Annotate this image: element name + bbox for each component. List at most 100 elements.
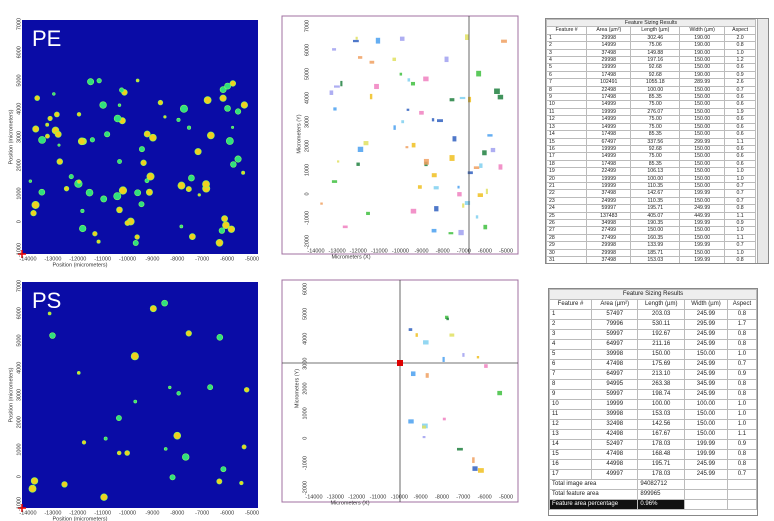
feature-blob xyxy=(408,419,414,424)
cell: 16 xyxy=(546,144,588,154)
particle xyxy=(189,233,196,240)
cell: 7 xyxy=(549,369,593,380)
particle xyxy=(54,111,60,118)
feature-blob xyxy=(333,107,337,111)
cell: 150.00 xyxy=(679,56,726,65)
particle xyxy=(138,146,145,153)
cell: 199.99 xyxy=(684,449,728,460)
feature-blob xyxy=(423,76,429,82)
x-tick-label: -13000 xyxy=(327,494,344,500)
y-tick-label: 4000 xyxy=(16,103,22,115)
total-value: 899965 xyxy=(637,489,686,500)
particle xyxy=(224,105,231,112)
y-tick-label: 4000 xyxy=(16,362,22,374)
cell: 19999 xyxy=(586,174,632,183)
y-tick-label: -2000 xyxy=(304,235,310,249)
cell: 137483 xyxy=(586,211,632,220)
cell: 192.67 xyxy=(637,329,686,340)
particle xyxy=(134,189,142,197)
feature-blob xyxy=(337,160,340,163)
cell: 100.00 xyxy=(684,399,728,410)
y-tick-label: 1000 xyxy=(302,407,308,419)
cell: 150.00 xyxy=(679,181,726,191)
column-header: Feature # xyxy=(549,299,593,310)
cell: 75.06 xyxy=(630,41,681,50)
table-row: 15 47498 168.48 199.99 0.8 xyxy=(549,449,757,460)
x-axis-label: Position (micrometers) xyxy=(52,262,107,268)
cell: 1.0 xyxy=(724,48,756,58)
cell: 92.68 xyxy=(630,70,681,80)
cell: 37498 xyxy=(586,255,632,263)
particle xyxy=(185,186,192,193)
cell: 64997 xyxy=(591,369,639,380)
x-tick-label: -11000 xyxy=(370,494,387,500)
feature-blob xyxy=(357,146,364,152)
cell: 2.0 xyxy=(724,33,756,43)
feature-blob xyxy=(369,60,375,64)
feature-blob xyxy=(423,340,429,345)
particle xyxy=(57,143,61,147)
x-tick-label: -7000 xyxy=(456,494,470,500)
cell: 16 xyxy=(549,459,593,470)
cell: 150.00 xyxy=(679,248,726,258)
x-tick-label: -11000 xyxy=(94,510,111,516)
cell: 75.00 xyxy=(630,115,681,124)
particle xyxy=(144,178,150,184)
y-tick-label: 4000 xyxy=(304,92,310,104)
cell: 6 xyxy=(549,359,593,370)
cell: 150.00 xyxy=(679,93,726,102)
cell: 199.99 xyxy=(679,255,726,263)
cell: 150.00 xyxy=(679,107,726,117)
cell: 150.00 xyxy=(679,226,726,235)
column-header: Aspect xyxy=(724,26,756,35)
cell: 21 xyxy=(546,181,588,191)
cell: 1.1 xyxy=(724,211,756,220)
feature-blob xyxy=(356,162,360,166)
x-tick-label: -13000 xyxy=(44,256,61,262)
cell: 142.56 xyxy=(637,419,686,430)
cell: 59997 xyxy=(586,204,632,213)
cell: 20 xyxy=(546,174,588,183)
cell: 5 xyxy=(546,63,588,72)
feature-blob xyxy=(477,468,484,473)
cell: 190.00 xyxy=(679,41,726,50)
feature-blob xyxy=(320,202,323,205)
heat-image xyxy=(22,282,258,508)
y-tick-label: 6000 xyxy=(16,46,22,58)
feature-blob xyxy=(444,315,449,319)
cell: 1.0 xyxy=(724,226,756,235)
cell: 0.7 xyxy=(726,469,757,480)
feature-blob xyxy=(449,98,455,102)
cell: 153.03 xyxy=(630,255,681,263)
particle xyxy=(185,330,192,337)
cell: 1 xyxy=(546,33,588,43)
particle xyxy=(31,200,40,209)
cell: 17 xyxy=(549,469,593,480)
cell: 203.03 xyxy=(637,309,686,320)
particle xyxy=(202,180,210,189)
cell: 150.00 xyxy=(679,115,726,124)
cell: 22498 xyxy=(586,85,632,95)
cell: 153.03 xyxy=(637,409,686,420)
feature-blob xyxy=(369,93,373,100)
cell: 37498 xyxy=(586,48,632,58)
feature-blob xyxy=(410,81,416,86)
feature-blob xyxy=(457,185,460,189)
particle xyxy=(30,210,37,217)
cell: 17498 xyxy=(586,130,632,139)
particle xyxy=(96,78,102,84)
table-row: 29 29998 133.99 199.99 0.7 xyxy=(546,241,756,250)
panel-label: PE xyxy=(32,26,61,51)
y-tick-label: 3000 xyxy=(16,389,22,401)
cell: 0.8 xyxy=(726,309,757,320)
feature-blob xyxy=(401,120,405,124)
y-tick-label: -1000 xyxy=(16,243,22,257)
particle xyxy=(157,99,164,106)
cell: 0.9 xyxy=(726,439,757,450)
y-tick-label: 0 xyxy=(16,475,22,478)
total-label: Total feature area xyxy=(549,489,639,500)
cell: 19 xyxy=(546,167,588,176)
table-row: 6 17498 92.68 190.00 0.9 xyxy=(546,70,756,80)
feature-blob xyxy=(407,78,411,82)
y-tick-label: -1000 xyxy=(302,456,308,470)
